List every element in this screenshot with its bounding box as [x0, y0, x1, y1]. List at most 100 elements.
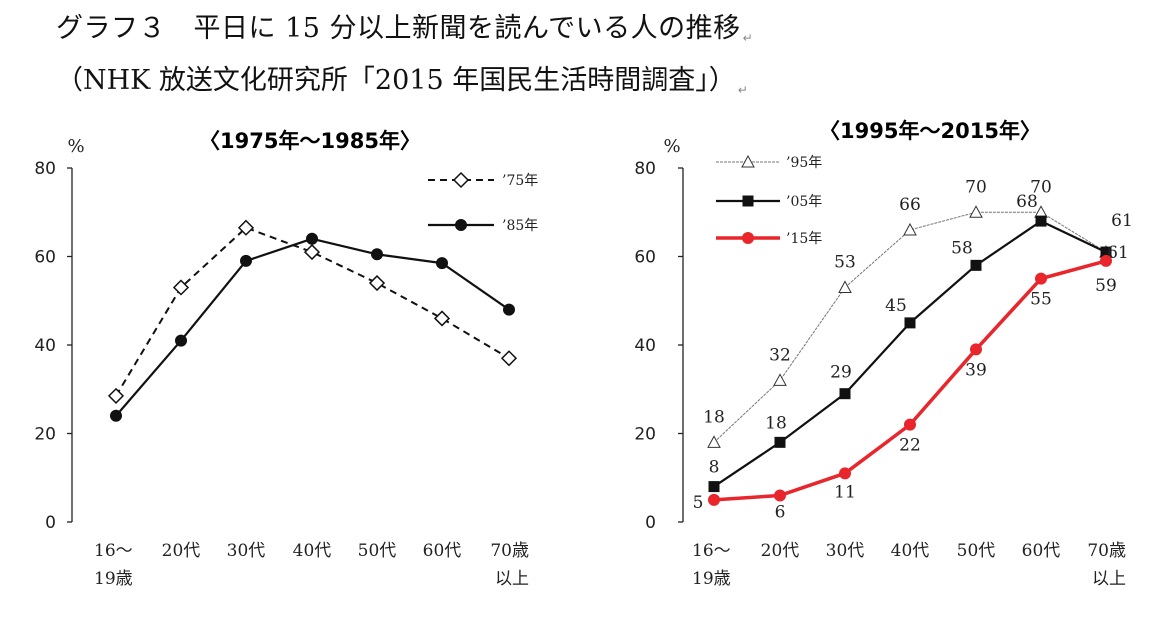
chart-1-series-1-data-label: 18 [765, 413, 787, 433]
chart-1-series-1-point [904, 317, 916, 329]
chart-0-legend-1-label: ’85年 [502, 218, 538, 234]
chart-1-ytick-label: 80 [634, 159, 656, 179]
chart-1-series-0-point [707, 435, 721, 448]
chart-0-series-0-point [303, 244, 321, 261]
chart-1-xtick-label: 50代 [957, 541, 996, 561]
chart-1-series-0-data-label: 32 [769, 345, 791, 365]
chart-1-series-2-point [904, 418, 916, 431]
chart-1-series-0-point [838, 280, 852, 293]
chart-1-series-2-data-label: 11 [834, 482, 856, 502]
chart-1-series-0-data-label: 61 [1111, 211, 1133, 231]
chart-0-xtick-label: 20代 [162, 541, 201, 561]
chart-0-series-1-point [240, 254, 252, 267]
chart-0-xtick-label: 60代 [423, 541, 462, 561]
chart-0-xtick-label: 30代 [227, 541, 266, 561]
chart-1-title: 〈1995年～2015年〉 [819, 119, 1041, 143]
chart-1-series-0-data-label: 70 [965, 177, 987, 197]
paragraph-mark: ↵ [737, 83, 748, 97]
chart-0-series-1-line [115, 237, 510, 417]
chart-1-series-2-data-label: 5 [693, 493, 704, 513]
chart-1-series-1-point [1100, 246, 1112, 258]
chart-1-legend-0-marker [741, 154, 755, 168]
chart-1-series-0-data-label: 53 [834, 252, 856, 272]
chart-1-xtick-label: 16～ [692, 541, 731, 561]
chart-1-ytick-label: 40 [634, 336, 656, 356]
chart-1-series-1-point [970, 259, 982, 271]
chart-1-series-1-point [774, 436, 786, 448]
chart-1-xtick-label: 19歳 [692, 569, 731, 589]
chart-1-legend-2-label: ’15年 [786, 231, 822, 247]
chart-0-legend-0-label: ’75年 [502, 173, 538, 189]
chart-1-series-0-data-label: 70 [1030, 177, 1052, 197]
chart-1-series-2-data-label: 59 [1095, 276, 1117, 296]
chart-0-series-1-point [175, 334, 187, 347]
chart-0-series-0-point [237, 219, 255, 236]
chart-0-series-0-point [368, 274, 386, 292]
chart-1-legend-2-marker [742, 232, 754, 244]
chart-1-series-1-data-label: 58 [951, 238, 973, 258]
chart-1-series-0-data-label: 66 [899, 195, 921, 215]
chart-1-series-2-data-label: 6 [775, 502, 786, 522]
chart-1-series-1-data-label: 29 [830, 363, 852, 383]
chart-1-series-1-point [839, 388, 851, 400]
chart-1-xtick-label: 以上 [1092, 569, 1126, 589]
chart-1-series-2-point [970, 343, 982, 356]
page-subtitle: （NHK 放送文化研究所「2015 年国民生活時間調査」） ↵ [56, 58, 748, 97]
chart-1-xtick-label: 60代 [1022, 541, 1061, 561]
paragraph-mark: ↵ [742, 31, 754, 45]
chart-0-legend-1-marker [455, 219, 467, 231]
chart-1-series-2-data-label: 39 [965, 360, 987, 380]
chart-1-series-1-data-label: 61 [1107, 243, 1129, 263]
chart-1-series-2-point [1100, 254, 1112, 267]
chart-0-xtick-label: 19歳 [94, 569, 133, 589]
chart-1-series-1-point [1035, 215, 1047, 227]
chart-0-ytick-label: 40 [34, 336, 56, 356]
chart-0-xtick-label: 16～ [94, 541, 133, 561]
chart-1-series-0-point [773, 373, 787, 386]
page-title-text: グラフ３ 平日に 15 分以上新聞を読んでいる人の推移 [56, 13, 741, 44]
chart-1-xtick-label: 40代 [891, 541, 930, 561]
chart-1-series-2-data-label: 22 [899, 436, 921, 456]
chart-1-series-2-data-label: 55 [1030, 290, 1052, 310]
chart-0-legend-0-marker [452, 171, 470, 189]
chart-0-xtick-label: 以上 [495, 569, 529, 589]
chart-0-ytick-label: 80 [34, 159, 56, 179]
chart-0-ytick-label: 60 [34, 248, 56, 268]
chart-1-legend-0-label: ’95年 [786, 155, 822, 171]
chart-1-ytick-label: 60 [634, 248, 656, 268]
chart-1-series-0-point [969, 205, 983, 218]
chart-1-series-2-point [839, 467, 851, 480]
chart-0-series-1-point [436, 257, 448, 270]
chart-0-xtick-label: 40代 [293, 541, 332, 561]
chart-1-series-2-point [1035, 272, 1047, 285]
chart-0-series-1-point [503, 303, 515, 316]
chart-1-series-1-data-label: 45 [885, 296, 907, 316]
chart-1-legend-1-marker [742, 195, 754, 207]
page-subtitle-text: （NHK 放送文化研究所「2015 年国民生活時間調査」） [56, 65, 736, 96]
chart-1-series-1-data-label: 8 [709, 458, 720, 478]
chart-0-title: 〈1975年～1985年〉 [199, 129, 421, 153]
chart-0-series-0-point [500, 350, 518, 367]
chart-0-series-1-point [371, 248, 383, 261]
page-title: グラフ３ 平日に 15 分以上新聞を読んでいる人の推移 ↵ [56, 6, 753, 45]
chart-0-xtick-label: 50代 [358, 541, 397, 561]
chart-1-xtick-label: 70歳 [1087, 541, 1126, 561]
chart-1-xtick-label: 20代 [761, 541, 800, 561]
chart-1-series-1-data-label: 68 [1016, 192, 1038, 212]
chart-1-series-2-point [708, 493, 720, 506]
chart-0-series-1-point [306, 232, 318, 245]
chart-1-legend-1-label: ’05年 [786, 194, 822, 210]
chart-0-series-1-point [110, 409, 122, 422]
chart-1-series-0-data-label: 18 [703, 407, 725, 427]
chart-0-xtick-label: 70歳 [490, 541, 529, 561]
chart-0-ytick-label: 0 [45, 513, 56, 533]
chart-0-ylabel: % [67, 136, 84, 157]
chart-1-series-0-point [903, 222, 917, 236]
chart-1-series-2-point [774, 489, 786, 502]
chart-1-ytick-label: 20 [634, 425, 656, 445]
chart-0-series-0-point [107, 387, 125, 404]
chart-1-ytick-label: 0 [645, 513, 656, 533]
chart-0-ytick-label: 20 [34, 425, 56, 445]
chart-0-series-0-point [172, 279, 190, 296]
